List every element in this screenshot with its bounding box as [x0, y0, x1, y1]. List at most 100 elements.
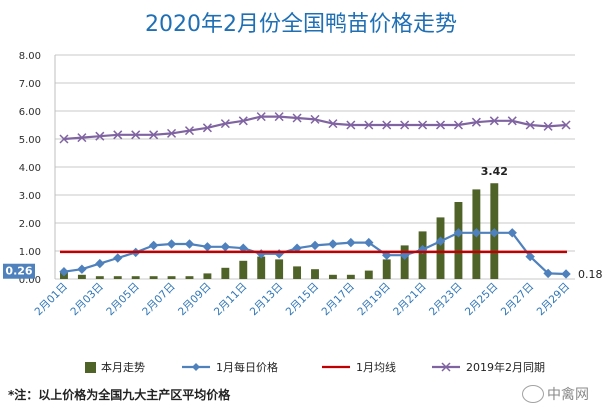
x-marker	[167, 128, 177, 138]
legend-label: 2019年2月同期	[466, 360, 545, 374]
bar	[418, 231, 427, 279]
data-label: 0.18	[578, 268, 602, 281]
bar	[275, 259, 284, 279]
x-marker	[184, 126, 195, 136]
bar	[454, 202, 463, 279]
diamond-marker	[382, 250, 392, 260]
x-marker	[202, 123, 212, 133]
x-marker	[274, 112, 284, 122]
legend: 本月走势 1月每日价格 1月均线 2019年2月同期	[85, 360, 545, 374]
legend-label: 1月均线	[356, 360, 396, 374]
bar	[311, 269, 319, 279]
footnote: *注：以上价格为全国九大主产区平均价格	[8, 388, 231, 402]
bar	[239, 260, 248, 279]
diamond-marker	[310, 240, 320, 251]
y-tick-label: 0.00	[19, 275, 41, 286]
bar	[293, 266, 302, 279]
chart-title: 2020年2月份全国鸭苗价格走势	[145, 12, 457, 37]
diamond-marker	[364, 237, 374, 248]
x-marker	[292, 113, 302, 123]
x-tick-label: 2月09日	[176, 281, 214, 319]
y-tick-label: 5.00	[19, 135, 41, 146]
x-marker	[59, 134, 69, 144]
x-marker	[113, 130, 123, 140]
legend-label: 本月走势	[101, 360, 145, 374]
y-tick-label: 6.00	[19, 107, 41, 118]
y-axis: 0.00 1.00 2.00 3.00 4.00 5.00 6.00 7.00 8.00	[19, 51, 41, 286]
legend-label: 1月每日价格	[216, 360, 278, 374]
wechat-logo-icon	[522, 385, 544, 403]
diamond-marker	[202, 242, 213, 252]
x-marker	[131, 130, 141, 140]
x-marker	[77, 133, 87, 143]
x-marker	[328, 119, 338, 129]
x-marker	[561, 120, 571, 130]
bar	[77, 274, 86, 279]
x-marker	[525, 120, 535, 130]
x-tick-label: 2月15日	[284, 281, 322, 319]
diamond-marker	[435, 236, 446, 246]
x-tick-label: 2月13日	[248, 281, 286, 319]
line-series	[59, 112, 571, 279]
x-tick-label: 2月03日	[68, 281, 106, 319]
bar	[328, 274, 337, 279]
bar	[131, 276, 140, 279]
bar	[221, 267, 230, 279]
watermark-text: 中禽网	[547, 387, 589, 403]
diamond-marker	[95, 258, 105, 269]
diamond-marker	[525, 251, 535, 262]
data-label: 0.26	[5, 265, 32, 278]
x-tick-label: 2月01日	[33, 281, 71, 319]
legend-marker	[192, 363, 200, 371]
bar	[346, 274, 355, 279]
diamond-marker	[184, 239, 195, 249]
x-marker	[435, 120, 446, 130]
x-marker	[310, 114, 320, 124]
diamond-marker	[561, 269, 571, 279]
y-tick-label: 4.00	[19, 163, 41, 174]
bar	[436, 217, 445, 279]
x-marker	[489, 116, 499, 126]
bar	[364, 270, 373, 279]
y-tick-label: 7.00	[19, 79, 41, 90]
diamond-marker	[166, 239, 177, 249]
legend-swatch	[85, 362, 96, 373]
x-tick-label: 2月23日	[427, 281, 465, 319]
x-marker	[238, 116, 248, 126]
data-label-box	[3, 263, 35, 279]
x-tick-label: 2月21日	[391, 281, 429, 319]
x-tick-label: 2月25日	[463, 281, 501, 319]
watermark: 中禽网	[522, 384, 589, 404]
bar	[149, 276, 158, 279]
diamond-marker	[346, 237, 356, 248]
x-axis: 2月01日2月03日2月05日2月07日2月09日2月11日2月13日2月15日…	[33, 281, 573, 319]
x-marker	[95, 131, 105, 141]
x-marker	[471, 117, 481, 127]
y-tick-label: 2.00	[19, 219, 41, 230]
bar	[400, 245, 409, 279]
diamond-marker	[489, 228, 500, 238]
bar	[382, 259, 391, 279]
x-tick-label: 2月29日	[535, 281, 573, 319]
diamond-marker	[113, 253, 123, 263]
diamond-marker	[77, 264, 87, 274]
bar	[257, 256, 266, 279]
legend-marker	[441, 362, 451, 372]
diamond-marker	[399, 250, 410, 260]
x-tick-label: 2月19日	[355, 281, 393, 319]
x-marker	[507, 116, 517, 126]
diamond-marker	[59, 267, 69, 277]
data-label: 3.42	[481, 165, 508, 178]
x-tick-label: 2月05日	[104, 281, 142, 319]
diamond-marker	[471, 228, 482, 238]
diamond-marker	[148, 240, 159, 251]
y-tick-label: 8.00	[19, 51, 41, 62]
bar	[113, 276, 122, 279]
x-marker	[256, 112, 266, 122]
x-marker	[382, 120, 392, 130]
diamond-marker	[328, 239, 338, 249]
data-labels: 3.42 0.26 0.18	[3, 165, 602, 281]
y-tick-label: 3.00	[19, 191, 41, 202]
diamond-marker	[543, 268, 553, 279]
